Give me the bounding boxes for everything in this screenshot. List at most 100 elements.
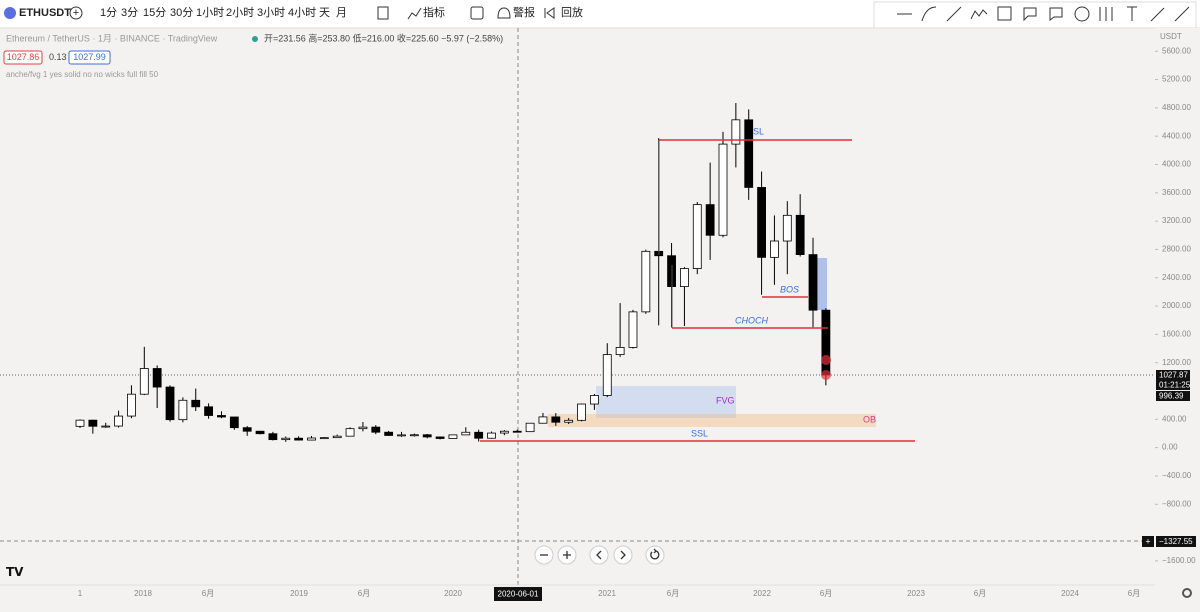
right-icon [620,550,626,560]
tool-trend[interactable] [946,6,962,22]
reset[interactable] [645,545,665,565]
candle-body [551,416,561,423]
candle-body [590,395,599,405]
interval[interactable]: 3分 [121,6,138,19]
drawing-toolbar [873,1,1197,29]
signal-dot [821,355,831,365]
add-alert[interactable] [1142,536,1154,547]
y-tick-label: 5600.00 [1162,46,1191,55]
candle-body [602,354,612,396]
y-tick-label: 1200.00 [1162,358,1191,367]
tool-text[interactable] [1127,6,1137,21]
candle-body [538,416,548,424]
candle-body [255,430,265,435]
candle-body [165,386,175,421]
ssl-label: SSL [691,428,708,438]
interval[interactable]: 1分 [100,6,117,19]
tool-brush[interactable] [1150,7,1165,22]
candle-body [731,119,741,145]
time-axis[interactable]: 1 2018 6月 2019 6月 2020 2021 6月 2022 6月 2023 6月 2024 6… [78,589,1140,598]
add-symbol-plus: + [73,7,79,19]
x-tick-label: 6月 [974,589,986,598]
candle-body [757,187,766,258]
candle-body [397,434,406,437]
interval[interactable]: 30分 [170,6,193,19]
candle-body [795,214,805,256]
candle-body [294,437,304,441]
candle-body [744,119,754,188]
tool-path[interactable] [970,9,988,20]
fvg-zone[interactable] [596,386,736,418]
navigation [534,545,665,565]
interval[interactable]: 天 [319,7,330,19]
tool-rect[interactable] [997,6,1012,21]
symbol[interactable]: ETHUSDT [19,7,71,19]
candle-body [782,214,792,242]
candle-body [384,431,394,436]
x-tick-label: 2018 [134,589,152,598]
indicators[interactable]: 指标 [423,5,445,19]
crosshair-price-box [1156,536,1196,547]
x-tick-label: 2024 [1061,589,1079,598]
scroll-right[interactable] [613,545,633,565]
candle-body [808,254,818,311]
chart-type-icon[interactable] [377,6,389,20]
interval[interactable]: 3小时 [257,6,285,19]
candle-body [229,416,239,429]
y-tick-label: 5200.00 [1162,75,1191,84]
ask: 1027.99 [73,52,106,62]
tv-logo[interactable]: 𝗧𝗩 [6,565,24,579]
ob-label: OB [863,414,876,424]
candle-body [409,434,419,437]
alerts[interactable]: 警报 [513,5,535,19]
candle-body [75,419,85,427]
x-tick-label: 2020 [444,589,462,598]
low-price: 996.39 [1159,392,1184,401]
y-tick-label: 4400.00 [1162,131,1191,140]
ob-zone[interactable] [548,414,876,427]
candle-body [422,434,432,438]
candle-body [487,432,496,439]
tool-pen[interactable] [1174,6,1190,22]
ask-box[interactable] [68,50,111,65]
fvg-zone-recent[interactable] [815,258,827,310]
layout-icon[interactable] [470,6,484,20]
candle-body [718,143,728,236]
alerts-icon [497,7,511,19]
candle-body [448,434,458,439]
tool-callout[interactable] [1023,7,1037,22]
tool-bars[interactable] [1099,7,1113,21]
tool-circle[interactable] [1074,6,1090,22]
candle-body [680,268,689,287]
bid-box[interactable] [3,50,43,65]
y-tick-label: 2000.00 [1162,301,1191,310]
candle-body [512,430,522,433]
price-axis[interactable] [1155,28,1200,607]
candle-body [474,431,484,439]
add-symbol[interactable] [69,6,83,20]
candle-body [371,426,381,433]
interval[interactable]: 2小时 [226,6,254,19]
x-tick-label: 6月 [667,589,679,598]
interval[interactable]: 月 [336,7,347,19]
last-price: 1027.87 [1159,371,1188,380]
spread: 0.13 [49,52,67,62]
replay-icon [544,7,555,19]
navigation-icons [540,548,660,560]
annotation-lines [480,139,915,442]
candle-body [204,406,214,416]
tool-note[interactable] [1049,7,1063,21]
interval[interactable]: 1小时 [196,6,224,19]
x-tick-label: 2019 [290,589,308,598]
scroll-left[interactable] [589,545,609,565]
y-tick-label: 4800.00 [1162,103,1191,112]
tool-arc[interactable] [921,6,937,22]
interval[interactable]: 15分 [143,6,166,19]
candle-body [101,425,111,428]
settings[interactable] [1182,588,1192,598]
interval[interactable]: 4小时 [288,6,316,19]
replay[interactable]: 回放 [561,5,583,19]
y-tick-label: 400.00 [1162,414,1187,423]
crosshair-date-box [494,587,542,601]
